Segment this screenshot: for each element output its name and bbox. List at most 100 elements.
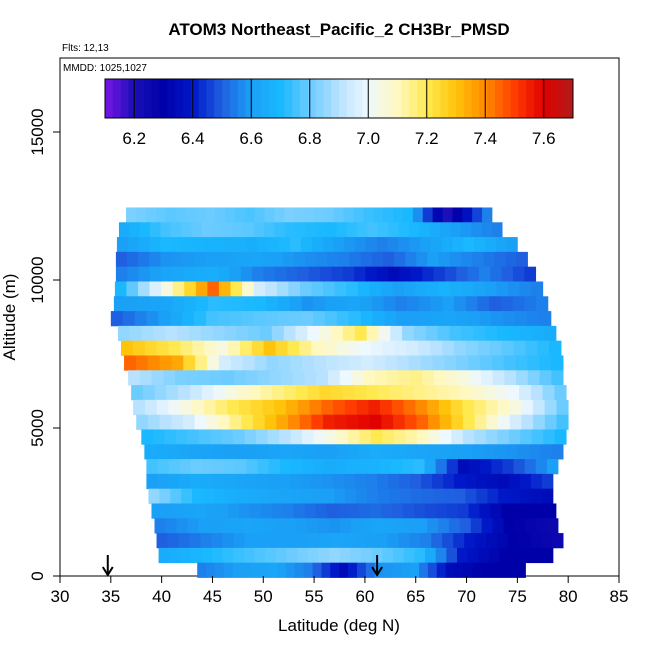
heatmap-cell xyxy=(126,207,137,223)
heatmap-cell xyxy=(233,370,247,386)
heatmap-cell xyxy=(300,237,313,253)
heatmap-cell xyxy=(193,251,206,268)
heatmap-cell xyxy=(416,429,429,445)
heatmap-cell xyxy=(467,311,480,327)
heatmap-cell xyxy=(218,281,231,297)
heatmap-cell xyxy=(224,207,236,223)
x-tick-label: 50 xyxy=(254,587,273,606)
heatmap-cell xyxy=(373,355,386,371)
heatmap-cell xyxy=(135,207,147,223)
heatmap-cell xyxy=(180,399,193,416)
heatmap-cell xyxy=(236,325,249,342)
heatmap-cell xyxy=(547,518,559,534)
heatmap-cell xyxy=(290,355,303,371)
heatmap-cell xyxy=(519,473,532,490)
heatmap-cell xyxy=(430,237,442,253)
heatmap-cell xyxy=(149,281,162,297)
heatmap-cell xyxy=(377,473,389,490)
heatmap-cell xyxy=(124,355,137,371)
heatmap-cell xyxy=(540,444,553,460)
heatmap-cell xyxy=(190,473,202,490)
heatmap-cell xyxy=(242,296,256,312)
heatmap-cell xyxy=(189,533,201,549)
heatmap-cell xyxy=(260,251,273,268)
heatmap-cell xyxy=(396,355,410,371)
heatmap-cell xyxy=(172,266,185,282)
heatmap-cell xyxy=(129,222,141,238)
heatmap-cell xyxy=(271,325,285,342)
heatmap-cell xyxy=(293,251,306,268)
heatmap-cell xyxy=(333,399,346,416)
heatmap-cell xyxy=(374,370,388,386)
heatmap-cell xyxy=(473,325,486,342)
heatmap-cell xyxy=(187,429,200,445)
colorbar-swatch xyxy=(354,79,363,118)
colorbar-swatch xyxy=(175,79,184,118)
heatmap-cell xyxy=(403,547,415,564)
colorbar-swatch xyxy=(276,79,285,118)
heatmap-cell xyxy=(418,340,431,356)
heatmap-cell xyxy=(366,385,379,401)
heatmap-cell xyxy=(461,444,473,460)
heatmap-cell xyxy=(357,281,370,297)
heatmap-cell xyxy=(116,237,129,253)
heatmap-cell xyxy=(122,311,135,327)
heatmap-cell xyxy=(271,251,284,268)
heatmap-cell xyxy=(334,488,346,504)
heatmap-cell xyxy=(125,296,138,312)
heatmap-cell xyxy=(331,325,344,342)
heatmap-cell xyxy=(160,296,173,312)
heatmap-cell xyxy=(354,325,367,342)
heatmap-cell xyxy=(335,340,348,356)
heatmap-cell xyxy=(217,503,229,519)
heatmap-cell xyxy=(294,562,305,578)
heatmap-cell xyxy=(264,207,275,223)
heatmap-cell xyxy=(520,488,532,504)
heatmap-cell xyxy=(512,296,525,312)
colorbar-swatch xyxy=(151,79,161,118)
heatmap-cell xyxy=(435,459,448,475)
heatmap-cell xyxy=(144,399,158,416)
heatmap-cell xyxy=(491,222,503,238)
heatmap-cell xyxy=(333,473,345,490)
heatmap-cell xyxy=(200,533,212,549)
chart-title: ATOM3 Northeast_Pacific_2 CH3Br_PMSD xyxy=(168,20,509,39)
heatmap-cell xyxy=(145,207,157,223)
heatmap-cell xyxy=(342,266,355,282)
heatmap-cell xyxy=(370,503,382,519)
heatmap-cell xyxy=(214,237,226,253)
heatmap-cell xyxy=(266,296,279,312)
colorbar-tick-label: 7.4 xyxy=(473,129,497,148)
heatmap-cell xyxy=(215,207,226,223)
heatmap-cell xyxy=(207,281,220,297)
heatmap-cell xyxy=(432,488,445,504)
heatmap-cell xyxy=(476,488,488,504)
heatmap-cell xyxy=(471,251,484,268)
heatmap-cell xyxy=(263,518,275,534)
heatmap-cell xyxy=(430,296,443,312)
heatmap-cell xyxy=(387,533,399,549)
colorbar-swatch xyxy=(307,79,317,118)
heatmap-cell xyxy=(416,251,428,268)
heatmap-cell xyxy=(541,473,554,490)
heatmap-cell xyxy=(456,355,469,371)
heatmap-cell xyxy=(517,444,530,460)
heatmap-cell xyxy=(372,311,385,327)
heatmap-cell xyxy=(403,399,416,416)
y-axis-label: Altitude (m) xyxy=(0,274,19,361)
colorbar-swatch xyxy=(393,79,402,118)
heatmap-cell xyxy=(354,385,367,401)
heatmap-cell xyxy=(155,207,167,223)
heatmap-cell xyxy=(295,325,308,342)
heatmap-cell xyxy=(399,266,412,282)
heatmap-cell xyxy=(350,547,362,564)
heatmap-cell xyxy=(131,385,144,401)
heatmap-cell xyxy=(274,518,286,534)
heatmap-cell xyxy=(427,518,439,534)
heatmap-cell xyxy=(345,488,357,504)
heatmap-cell xyxy=(138,237,150,253)
heatmap-cell xyxy=(138,266,151,282)
heatmap-cell xyxy=(323,207,335,223)
heatmap-cell xyxy=(393,207,404,223)
